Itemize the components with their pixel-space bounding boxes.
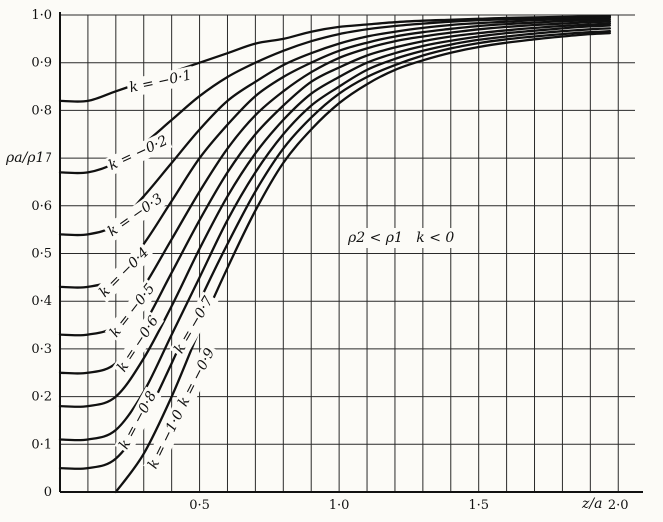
series-line-6 xyxy=(58,24,612,408)
y-tick-label-8: 0·8 xyxy=(31,103,52,118)
curve-label-bg-7 xyxy=(114,386,162,455)
curve-label-2: k = −0·3 xyxy=(105,191,166,240)
curve-label-bg-2 xyxy=(102,188,169,242)
series-line-7 xyxy=(58,27,612,442)
x-tick-label-3: 2·0 xyxy=(608,498,629,513)
y-tick-label-0: 0 xyxy=(44,485,52,500)
region-annotation: ρ2 < ρ1 k < 0 xyxy=(347,230,454,246)
y-tick-label-9: 0·9 xyxy=(31,56,52,71)
curve-label-7: k = −0·8 xyxy=(116,389,160,452)
y-tick-label-3: 0·3 xyxy=(31,342,52,357)
curve-label-bg-4 xyxy=(104,278,161,343)
curve-label-bg-3 xyxy=(94,242,155,303)
y-tick-label-4: 0·4 xyxy=(31,294,52,309)
series-line-4 xyxy=(58,20,612,337)
annotation-bg xyxy=(344,228,458,248)
series-line-3 xyxy=(58,18,612,289)
curve-label-0: k = −0·1 xyxy=(128,67,193,96)
series-line-2 xyxy=(58,16,612,237)
y-tick-label-1: 0·1 xyxy=(31,437,52,452)
y-tick-label-2: 0·2 xyxy=(31,390,52,405)
curve-label-bg-5 xyxy=(112,310,165,378)
y-tick-label-10: 1·0 xyxy=(31,8,52,23)
curve-label-group-1: k = −0·2 xyxy=(103,130,173,176)
curve-label-group-0: k = −0·1 xyxy=(125,66,196,98)
y-axis-label: ρa/ρ1 xyxy=(5,150,44,166)
y-axis-label-bg xyxy=(3,149,47,167)
series-line-5 xyxy=(58,22,612,375)
series-line-9 xyxy=(114,31,612,494)
x-axis-label: z/a xyxy=(581,496,602,512)
curve-label-group-2: k = −0·3 xyxy=(102,188,169,242)
x-tick-label-2: 1·5 xyxy=(468,498,489,513)
curve-label-bg-0 xyxy=(125,66,196,98)
curve-label-bg-9 xyxy=(143,405,189,474)
x-axis-label-bg xyxy=(579,495,605,513)
curve-label-bg-6 xyxy=(169,291,219,359)
curve-label-bg-8 xyxy=(173,343,221,412)
x-tick-label-1: 1·0 xyxy=(329,498,350,513)
y-tick-label-5: 0·5 xyxy=(31,247,52,262)
x-tick-label-0: 0·5 xyxy=(189,498,210,513)
tick-labels: 00·10·20·30·40·50·60·70·80·91·00·51·01·5… xyxy=(31,8,628,513)
curve-label-bg-1 xyxy=(103,130,173,176)
y-tick-label-6: 0·6 xyxy=(31,199,52,214)
